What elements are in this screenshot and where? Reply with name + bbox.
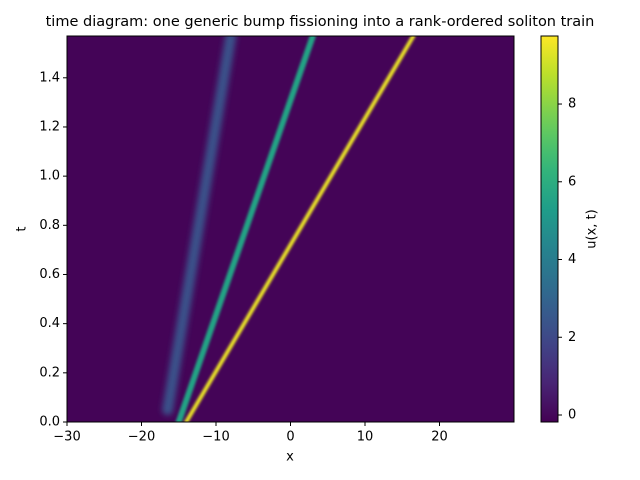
y-tick-label: 0.8: [39, 218, 60, 233]
y-tick-label: 0.4: [39, 316, 60, 331]
y-tick-label: 0.6: [39, 267, 60, 282]
soliton-ridge: [162, 36, 237, 416]
soliton-ridge: [175, 36, 316, 422]
colorbar: [540, 35, 559, 423]
colorbar-label: u(x, t): [585, 209, 600, 248]
y-tick-label: 1.2: [39, 119, 60, 134]
colorbar-tick-label: 4: [568, 252, 576, 267]
y-axis-label: t: [15, 226, 30, 231]
plot-area: [67, 36, 514, 422]
colorbar-tick-label: 8: [568, 97, 576, 112]
x-tick-label: −20: [128, 430, 155, 445]
colorbar-tick-label: 6: [568, 174, 576, 189]
colorbar-tick-label: 2: [568, 330, 576, 345]
y-tick-label: 1.0: [39, 169, 60, 184]
x-tick-label: 10: [357, 430, 374, 445]
x-tick-label: 20: [431, 430, 448, 445]
x-axis-label: x: [286, 450, 294, 465]
x-tick-label: 0: [286, 430, 294, 445]
x-tick-label: −30: [53, 430, 80, 445]
chart-title: time diagram: one generic bump fissionin…: [46, 14, 595, 30]
x-tick-label: −10: [202, 430, 229, 445]
y-tick-label: 0.2: [39, 365, 60, 380]
soliton-ridge: [184, 36, 416, 422]
y-tick-label: 1.4: [39, 70, 60, 85]
colorbar-tick-label: 0: [568, 408, 576, 423]
y-tick-label: 0.0: [39, 415, 60, 430]
